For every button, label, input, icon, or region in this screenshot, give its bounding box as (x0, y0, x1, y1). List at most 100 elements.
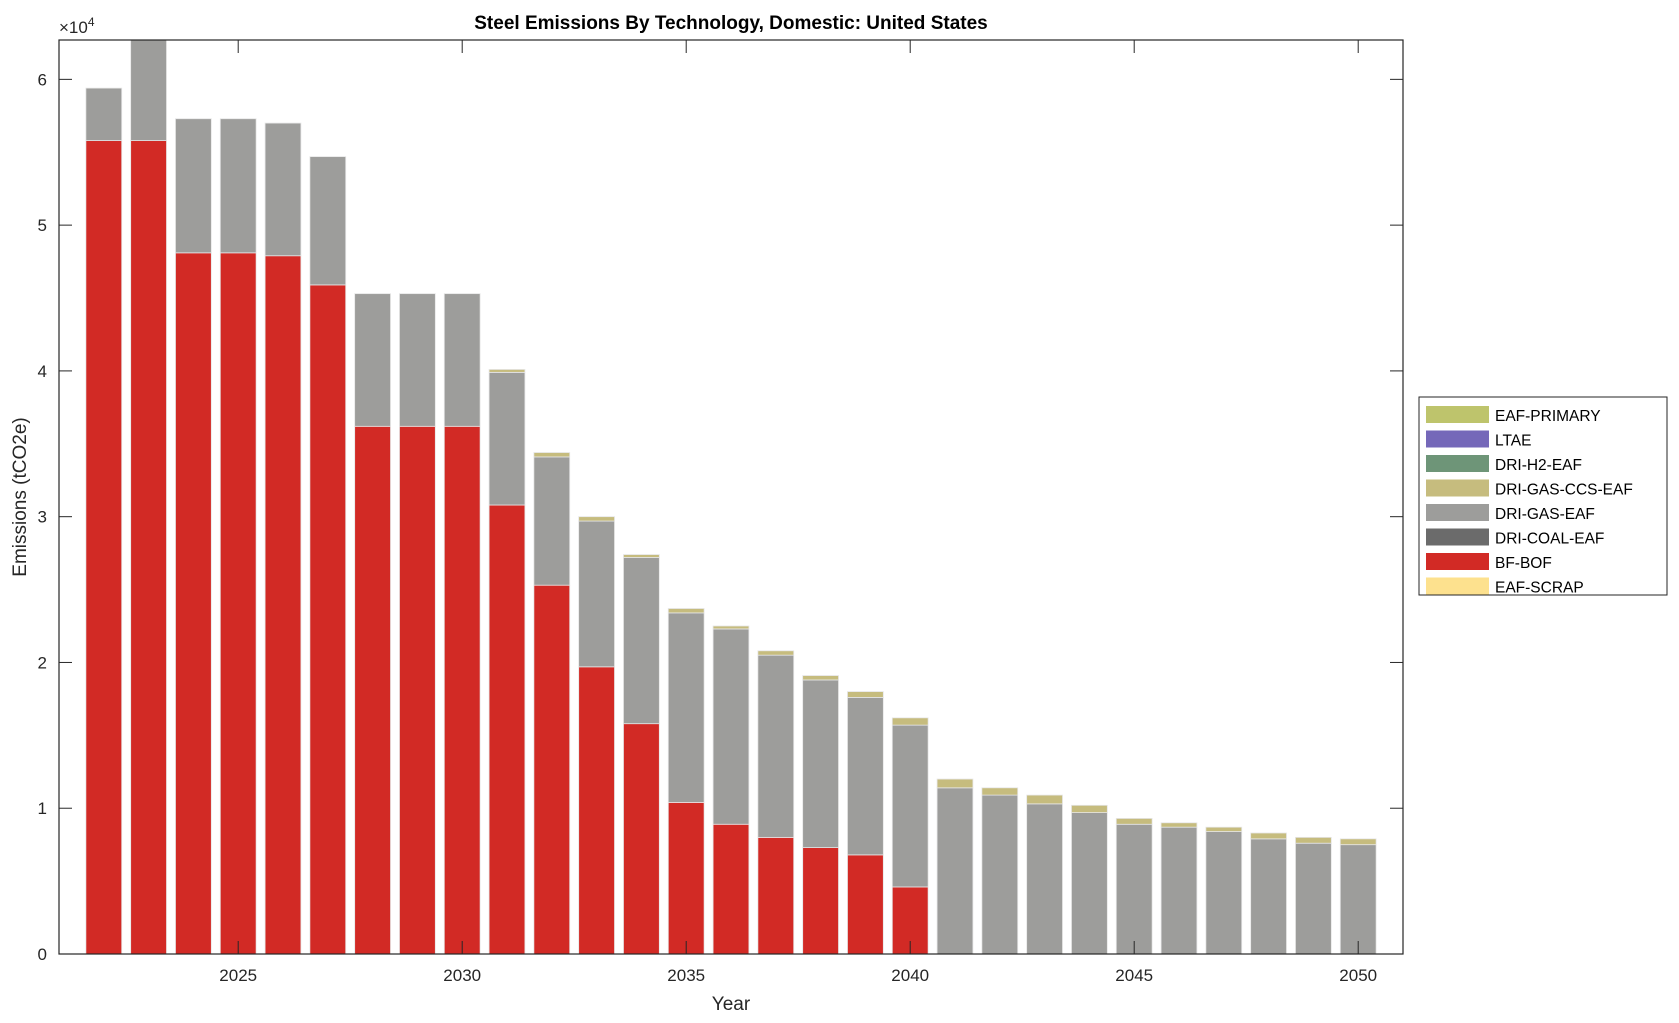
bar-dri-gas-ccs-eaf-2033 (578, 516, 615, 522)
x-tick-label-2040: 2040 (891, 966, 929, 985)
chart-title: Steel Emissions By Technology, Domestic:… (474, 13, 987, 34)
x-tick-label-2025: 2025 (219, 966, 257, 985)
y-tick-label-50000: 5 (38, 216, 47, 235)
legend-label-dri-h2-eaf: DRI-H2-EAF (1495, 457, 1582, 474)
bar-dri-gas-eaf-2042 (981, 794, 1019, 954)
legend-swatch-dri-gas-ccs-eaf (1426, 479, 1489, 497)
y-tick-label-30000: 3 (38, 508, 47, 527)
bar-dri-gas-eaf-2036 (712, 628, 750, 825)
bar-dri-gas-eaf-2049 (1295, 842, 1332, 954)
y-tick-label-10000: 1 (38, 799, 47, 818)
legend-label-ltae: LTAE (1495, 433, 1531, 450)
y-exponent-label: ×104 (59, 15, 95, 37)
legend-label-bf-bof: BF-BOF (1495, 555, 1552, 572)
bar-bf-bof-2035 (667, 801, 705, 954)
y-tick-label-60000: 6 (38, 70, 47, 89)
bar-dri-gas-ccs-eaf-2039 (847, 691, 884, 698)
bar-dri-gas-eaf-2044 (1071, 812, 1108, 954)
bar-bf-bof-2038 (802, 847, 839, 954)
bar-dri-gas-ccs-eaf-2048 (1250, 832, 1287, 840)
bar-dri-gas-eaf-2043 (1026, 803, 1063, 954)
bar-dri-gas-eaf-2029 (399, 293, 436, 427)
bar-dri-gas-eaf-2028 (354, 293, 391, 427)
x-tick-label-2030: 2030 (443, 966, 481, 985)
bars-group (85, 40, 1377, 954)
bar-bf-bof-2022 (85, 140, 123, 954)
legend-swatch-bf-bof (1426, 553, 1489, 570)
legend-label-dri-coal-eaf: DRI-COAL-EAF (1495, 531, 1604, 548)
bar-bf-bof-2037 (757, 836, 795, 954)
bar-dri-gas-ccs-eaf-2035 (667, 608, 705, 614)
y-tick-label-20000: 2 (38, 653, 47, 672)
bar-dri-gas-eaf-2024 (175, 118, 212, 254)
bar-dri-gas-eaf-2033 (578, 520, 615, 668)
bar-bf-bof-2026 (264, 255, 302, 954)
bar-dri-gas-ccs-eaf-2044 (1071, 804, 1108, 813)
bar-dri-gas-ccs-eaf-2034 (623, 554, 660, 558)
legend-swatch-ltae (1426, 430, 1489, 448)
bar-dri-gas-eaf-2050 (1339, 844, 1377, 954)
bar-bf-bof-2034 (623, 723, 660, 954)
bar-dri-gas-eaf-2022 (85, 87, 123, 141)
legend-label-dri-gas-ccs-eaf: DRI-GAS-CCS-EAF (1495, 482, 1633, 499)
bar-bf-bof-2036 (712, 823, 750, 954)
bar-bf-bof-2030 (443, 425, 481, 954)
bar-dri-gas-ccs-eaf-2040 (891, 717, 929, 726)
bar-dri-gas-ccs-eaf-2049 (1295, 836, 1332, 844)
legend-label-dri-gas-eaf: DRI-GAS-EAF (1495, 506, 1595, 523)
legend-swatch-dri-coal-eaf (1426, 528, 1489, 546)
legend-label-eaf-scrap: EAF-SCRAP (1495, 580, 1584, 597)
x-tick-label-2045: 2045 (1115, 966, 1153, 985)
bar-dri-gas-ccs-eaf-2050 (1339, 838, 1377, 846)
axes-group: 2025 2030 2035 2040 2045 2050 0 1 2 3 4 5 6 (38, 39, 1404, 985)
bar-dri-gas-eaf-2040 (891, 724, 929, 888)
bar-bf-bof-2039 (847, 854, 884, 954)
bar-dri-gas-eaf-2023 (130, 40, 167, 141)
bar-dri-gas-eaf-2046 (1160, 826, 1198, 954)
x-axis-label: Year (712, 994, 751, 1015)
bar-dri-gas-eaf-2025 (219, 118, 257, 254)
y-tick-label-0: 0 (38, 945, 47, 964)
bar-dri-gas-ccs-eaf-2037 (757, 650, 795, 656)
bar-bf-bof-2032 (533, 584, 571, 954)
bar-dri-gas-eaf-2027 (309, 156, 347, 286)
bar-dri-gas-eaf-2038 (802, 679, 839, 848)
bar-dri-gas-eaf-2032 (533, 456, 571, 586)
bar-dri-gas-ccs-eaf-2032 (533, 452, 571, 458)
y-exponent-base: ×10 (59, 18, 88, 37)
legend-swatch-eaf-primary (1426, 406, 1489, 423)
bar-dri-gas-ccs-eaf-2041 (936, 778, 974, 789)
bar-dri-gas-ccs-eaf-2042 (981, 787, 1019, 796)
bar-dri-gas-ccs-eaf-2046 (1160, 822, 1198, 828)
bar-dri-gas-eaf-2035 (667, 612, 705, 803)
x-tick-label-2050: 2050 (1339, 966, 1377, 985)
x-tick-label-2035: 2035 (667, 966, 705, 985)
legend-swatch-dri-h2-eaf (1426, 455, 1489, 472)
bar-dri-gas-eaf-2034 (623, 557, 660, 725)
bar-dri-gas-eaf-2026 (264, 122, 302, 257)
bar-dri-gas-ccs-eaf-2047 (1205, 826, 1243, 832)
y-tick-label-40000: 4 (38, 362, 47, 381)
bar-bf-bof-2033 (578, 666, 615, 954)
y-exponent-power: 4 (88, 15, 95, 29)
bar-dri-gas-eaf-2037 (757, 654, 795, 838)
bar-dri-gas-ccs-eaf-2036 (712, 625, 750, 630)
bar-dri-gas-eaf-2039 (847, 697, 884, 856)
legend: EAF-PRIMARY LTAE DRI-H2-EAF DRI-GAS-CCS-EAF… (1418, 396, 1668, 597)
bar-bf-bof-2031 (488, 504, 526, 954)
bar-dri-gas-ccs-eaf-2031 (488, 369, 526, 373)
legend-swatch-dri-gas-eaf (1426, 504, 1489, 521)
bar-dri-gas-ccs-eaf-2043 (1026, 794, 1063, 805)
bar-bf-bof-2024 (175, 252, 212, 954)
bar-dri-gas-eaf-2045 (1115, 823, 1153, 954)
bar-bf-bof-2028 (354, 425, 391, 954)
legend-label-eaf-primary: EAF-PRIMARY (1495, 408, 1601, 425)
bar-bf-bof-2029 (399, 425, 436, 954)
bar-dri-gas-eaf-2047 (1205, 831, 1243, 954)
plot-frame (58, 39, 1404, 955)
bar-dri-gas-eaf-2041 (936, 787, 974, 954)
bar-dri-gas-eaf-2030 (443, 293, 481, 427)
bar-dri-gas-eaf-2048 (1250, 838, 1287, 954)
bar-dri-gas-eaf-2031 (488, 371, 526, 506)
